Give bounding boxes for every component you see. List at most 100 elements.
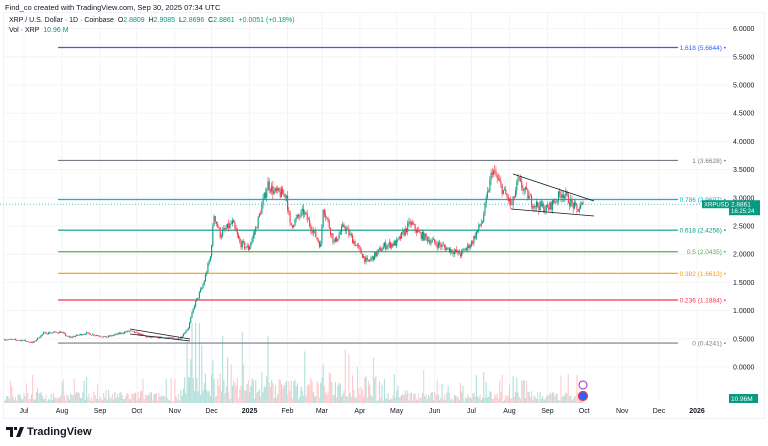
- candle-body: [51, 332, 53, 334]
- volume-bar: [67, 395, 69, 403]
- volume-value: 10.96 M: [43, 26, 69, 34]
- candle-body: [560, 194, 562, 198]
- volume-bar: [315, 396, 317, 403]
- candle-body: [92, 334, 94, 336]
- candle-body: [38, 337, 40, 339]
- volume-bar: [370, 394, 372, 403]
- tradingview-logo[interactable]: TradingView: [6, 426, 92, 438]
- volume-bar: [175, 396, 177, 403]
- volume-bar: [534, 396, 536, 403]
- volume-bar: [372, 357, 374, 403]
- volume-bar: [437, 394, 439, 403]
- volume-bar: [445, 399, 447, 403]
- volume-bar: [144, 394, 146, 403]
- candle-body: [195, 300, 197, 307]
- symbol-title[interactable]: XRP / U.S. Dollar · 1D · Coinbase: [9, 17, 114, 24]
- candle-body: [517, 177, 519, 182]
- candle-body: [224, 228, 226, 229]
- candle-body: [304, 212, 306, 215]
- volume-bar: [386, 398, 388, 403]
- candle-body: [200, 289, 202, 293]
- candle-body: [490, 172, 492, 180]
- candle-body: [101, 336, 104, 338]
- volume-bar: [51, 400, 53, 403]
- candle-body: [535, 201, 538, 208]
- volume-bar: [377, 400, 379, 403]
- candle-body: [111, 335, 113, 336]
- time-axis-label: Nov: [169, 408, 182, 415]
- candle-body: [217, 223, 219, 228]
- candle-body: [328, 220, 330, 229]
- candle-body: [518, 177, 520, 179]
- candle-body: [48, 332, 50, 334]
- candle-body: [486, 191, 488, 198]
- volume-bar: [157, 400, 159, 403]
- candle-body: [279, 191, 281, 197]
- volume-bar: [407, 390, 409, 403]
- volume-bar: [434, 391, 436, 403]
- volume-bar: [250, 386, 252, 403]
- candle-body: [266, 190, 268, 198]
- volume-bar: [513, 396, 515, 403]
- candle-body: [533, 205, 535, 209]
- candle-body: [40, 335, 42, 338]
- candle-body: [425, 233, 427, 237]
- volume-bar: [242, 363, 245, 403]
- candle-body: [138, 333, 140, 335]
- fib-level-label: 0.618 (2.4256) •: [680, 228, 727, 235]
- volume-bar: [392, 395, 394, 403]
- volume-bar: [472, 393, 474, 403]
- candle-body: [94, 335, 96, 337]
- candle-body: [326, 217, 328, 218]
- candle-body: [39, 337, 41, 339]
- candle-body: [46, 333, 48, 335]
- candle-body: [125, 331, 127, 333]
- volume-bar: [180, 390, 182, 403]
- candle-body: [169, 337, 171, 338]
- time-axis-label: 2025: [242, 408, 258, 415]
- volume-bar: [382, 400, 384, 403]
- volume-bar: [316, 381, 318, 403]
- volume-bar: [117, 397, 119, 403]
- volume-bar: [285, 381, 287, 403]
- volume-bar: [153, 394, 155, 403]
- candle-body: [287, 195, 289, 210]
- volume-bar: [305, 396, 307, 403]
- volume-bar: [35, 392, 37, 403]
- volume-bar: [3, 400, 5, 403]
- volume-bar: [554, 396, 556, 403]
- volume-bar: [475, 375, 477, 403]
- volume-bar: [120, 392, 122, 403]
- volume-bar: [238, 398, 240, 403]
- volume-row: Vol · XRP 10.96 M: [9, 26, 295, 36]
- volume-bar: [8, 398, 10, 403]
- volume-bar: [349, 392, 351, 403]
- volume-bar: [283, 385, 285, 403]
- earnings-flag-icon: [577, 390, 589, 402]
- candle-body: [513, 196, 515, 198]
- candle-body: [203, 281, 205, 286]
- volume-bar: [87, 397, 89, 403]
- candle-body: [301, 208, 303, 212]
- volume-bar: [135, 392, 137, 403]
- volume-bar: [213, 379, 215, 403]
- volume-bar: [95, 398, 97, 403]
- volume-bar: [345, 396, 348, 403]
- volume-bar: [302, 395, 305, 403]
- volume-bar: [74, 393, 77, 403]
- candle-body: [55, 331, 57, 333]
- volume-bar: [430, 392, 432, 403]
- candle-body: [282, 188, 284, 195]
- volume-bar: [355, 398, 357, 403]
- fib-level-label: 1 (3.6628) •: [692, 158, 726, 165]
- volume-bar: [54, 398, 56, 403]
- candle-body: [529, 195, 531, 197]
- change-value: +0.0051 (+0.18%): [238, 17, 295, 24]
- candle-body: [142, 334, 144, 335]
- candle-body: [469, 245, 471, 249]
- candle-body: [429, 240, 431, 244]
- volume-bar: [404, 390, 406, 403]
- volume-bar: [314, 396, 316, 403]
- volume-bar: [97, 383, 99, 403]
